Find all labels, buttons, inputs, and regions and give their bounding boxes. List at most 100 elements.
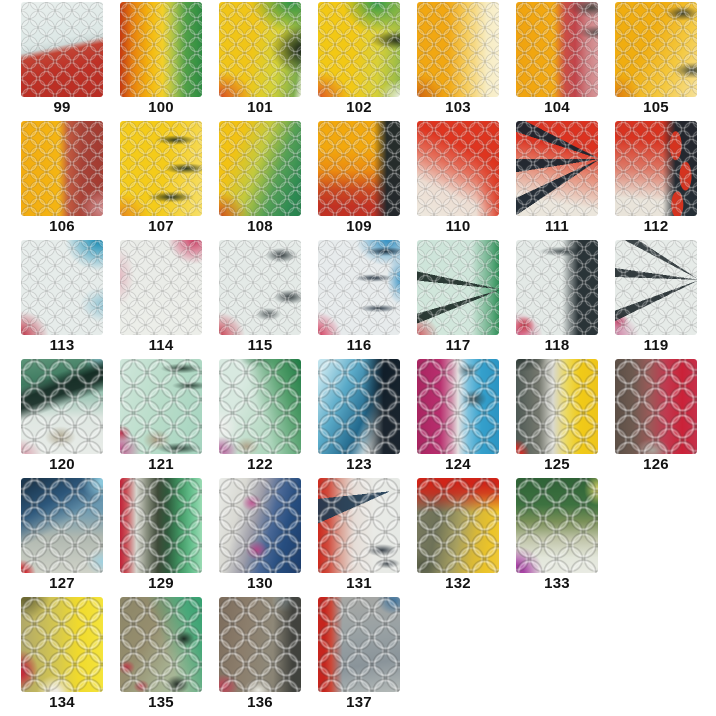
- swatch-image-136: [219, 597, 301, 692]
- swatch-number: 130: [247, 575, 273, 592]
- swatch-number: 119: [643, 337, 669, 354]
- swatch-image-112: [615, 121, 697, 216]
- swatch-item-135: 135: [120, 597, 202, 712]
- swatch-item-113: 113: [21, 240, 103, 355]
- swatch-row-4: 120 121 122 123 124 125 126: [21, 359, 716, 474]
- swatch-image-117: [417, 240, 499, 335]
- swatch-image-99: [21, 2, 103, 97]
- swatch-image-123: [318, 359, 400, 454]
- swatch-number: 103: [445, 99, 471, 116]
- swatch-item-106: 106: [21, 121, 103, 236]
- swatch-item-119: 119: [615, 240, 697, 355]
- swatch-row-6: 134 135 136 137: [21, 597, 716, 712]
- swatch-image-133: [516, 478, 598, 573]
- swatch-image-106: [21, 121, 103, 216]
- swatch-image-137: [318, 597, 400, 692]
- swatch-image-124: [417, 359, 499, 454]
- swatch-image-130: [219, 478, 301, 573]
- swatch-item-102: 102: [318, 2, 400, 117]
- swatch-item-103: 103: [417, 2, 499, 117]
- swatch-number: 133: [544, 575, 570, 592]
- swatch-item-130: 130: [219, 478, 301, 593]
- swatch-number: 123: [346, 456, 372, 473]
- swatch-item-127: 127: [21, 478, 103, 593]
- swatch-number: 99: [53, 99, 71, 116]
- swatch-item-122: 122: [219, 359, 301, 474]
- swatch-item-124: 124: [417, 359, 499, 474]
- swatch-item-112: 112: [615, 121, 697, 236]
- swatch-number: 135: [148, 694, 174, 711]
- swatch-image-113: [21, 240, 103, 335]
- swatch-number: 104: [544, 99, 570, 116]
- swatch-image-111: [516, 121, 598, 216]
- swatch-item-107: 107: [120, 121, 202, 236]
- swatch-item-131: 131: [318, 478, 400, 593]
- swatch-row-5: 127 129 130 131 132 133: [21, 478, 716, 593]
- swatch-image-126: [615, 359, 697, 454]
- swatch-image-125: [516, 359, 598, 454]
- swatch-number: 131: [346, 575, 372, 592]
- swatch-number: 101: [247, 99, 273, 116]
- swatch-number: 112: [643, 218, 669, 235]
- swatch-item-99: 99: [21, 2, 103, 117]
- swatch-number: 115: [247, 337, 273, 354]
- swatch-image-118: [516, 240, 598, 335]
- swatch-image-104: [516, 2, 598, 97]
- swatch-image-105: [615, 2, 697, 97]
- swatch-number: 129: [148, 575, 174, 592]
- swatch-number: 102: [346, 99, 372, 116]
- swatch-number: 118: [544, 337, 570, 354]
- swatch-image-134: [21, 597, 103, 692]
- swatch-item-132: 132: [417, 478, 499, 593]
- swatch-number: 124: [445, 456, 471, 473]
- swatch-image-116: [318, 240, 400, 335]
- swatch-number: 125: [544, 456, 570, 473]
- swatch-item-108: 108: [219, 121, 301, 236]
- swatch-item-121: 121: [120, 359, 202, 474]
- swatch-number: 121: [148, 456, 174, 473]
- swatch-item-104: 104: [516, 2, 598, 117]
- swatch-row-2: 106 107 108 109 110 111 112: [21, 121, 716, 236]
- swatch-item-110: 110: [417, 121, 499, 236]
- swatch-row-1: 99 100 101 102 103 104 105: [21, 2, 716, 117]
- swatch-item-111: 111: [516, 121, 598, 236]
- swatch-image-110: [417, 121, 499, 216]
- swatch-item-105: 105: [615, 2, 697, 117]
- swatch-item-115: 115: [219, 240, 301, 355]
- swatch-item-117: 117: [417, 240, 499, 355]
- swatch-number: 108: [247, 218, 273, 235]
- swatch-number: 111: [545, 218, 569, 235]
- swatch-image-108: [219, 121, 301, 216]
- swatch-image-120: [21, 359, 103, 454]
- swatch-item-114: 114: [120, 240, 202, 355]
- swatch-number: 109: [346, 218, 372, 235]
- swatch-image-107: [120, 121, 202, 216]
- swatch-image-132: [417, 478, 499, 573]
- swatch-number: 113: [49, 337, 75, 354]
- swatch-image-102: [318, 2, 400, 97]
- swatch-image-127: [21, 478, 103, 573]
- swatch-number: 137: [346, 694, 372, 711]
- swatch-item-109: 109: [318, 121, 400, 236]
- swatch-item-116: 116: [318, 240, 400, 355]
- swatch-image-109: [318, 121, 400, 216]
- swatch-image-115: [219, 240, 301, 335]
- swatch-number: 122: [247, 456, 273, 473]
- swatch-image-121: [120, 359, 202, 454]
- swatch-image-131: [318, 478, 400, 573]
- swatch-item-118: 118: [516, 240, 598, 355]
- swatch-number: 110: [445, 218, 471, 235]
- swatch-item-101: 101: [219, 2, 301, 117]
- swatch-image-101: [219, 2, 301, 97]
- swatch-item-136: 136: [219, 597, 301, 712]
- swatch-number: 126: [643, 456, 669, 473]
- swatch-item-120: 120: [21, 359, 103, 474]
- swatch-number: 106: [49, 218, 75, 235]
- swatch-image-135: [120, 597, 202, 692]
- swatch-item-123: 123: [318, 359, 400, 474]
- swatch-number: 107: [148, 218, 174, 235]
- swatch-item-133: 133: [516, 478, 598, 593]
- swatch-number: 105: [643, 99, 669, 116]
